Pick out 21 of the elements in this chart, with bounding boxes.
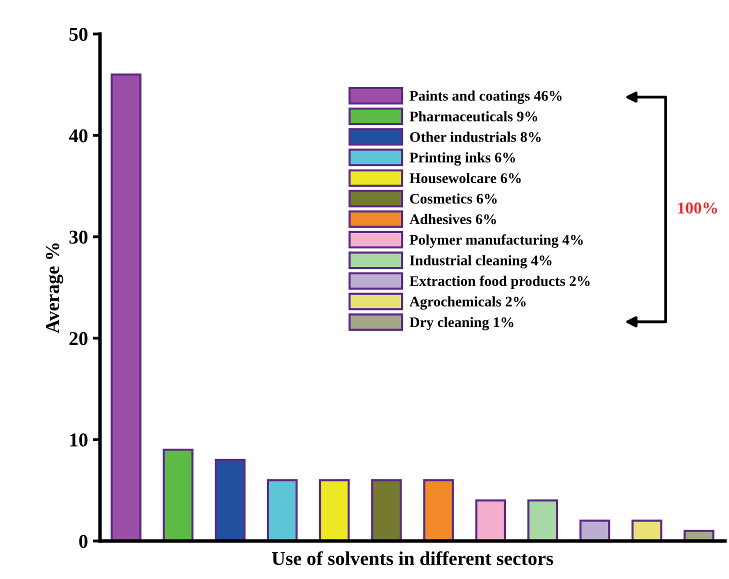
y-tick-label: 40 — [69, 129, 88, 142]
annotation: 100% — [678, 202, 717, 214]
legend-label: Agrochemicals 2% — [410, 296, 526, 310]
legend-label: Pharmaceuticals 9% — [410, 111, 538, 122]
legend-label: Adhesives 6% — [410, 214, 496, 224]
y-tick-label: 50 — [70, 28, 88, 41]
legend-label: Paints and coatings 46% — [410, 90, 562, 104]
y-axis-title: Average % — [46, 243, 64, 334]
legend-label: Industrial cleaning 4% — [410, 255, 552, 268]
legend-label: Printing inks 6% — [410, 152, 515, 166]
y-tick-label: 30 — [69, 230, 88, 244]
legend-label: Dry cleaning 1% — [410, 316, 514, 330]
legend-label: Other industrials 8% — [410, 132, 541, 142]
x-axis-title: Use of solvents in different sectors — [272, 551, 554, 566]
legend-label: Cosmetics 6% — [410, 193, 497, 204]
y-tick-label: 10 — [70, 433, 88, 447]
legend-label: Housewolcare 6% — [410, 172, 521, 184]
y-tick-label: 0 — [79, 534, 88, 548]
legend-label: Polymer manufacturing 4% — [410, 234, 583, 248]
legend-label: Extraction food products 2% — [410, 276, 590, 289]
y-tick-label: 20 — [70, 332, 88, 346]
